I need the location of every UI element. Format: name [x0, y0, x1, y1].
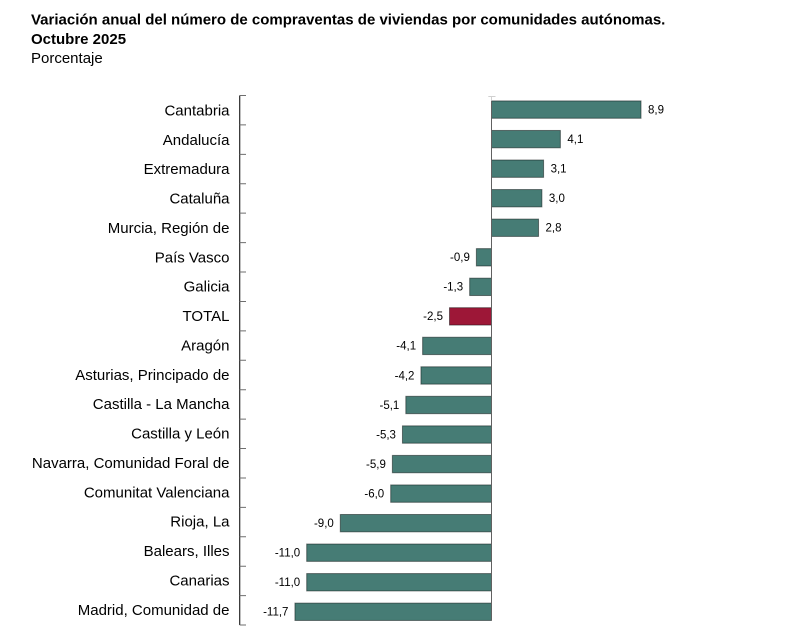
- svg-text:-2,5: -2,5: [423, 311, 443, 323]
- svg-text:-11,0: -11,0: [275, 577, 300, 589]
- svg-text:Madrid, Comunidad de: Madrid, Comunidad de: [78, 602, 230, 619]
- svg-text:Balears, Illes: Balears, Illes: [144, 543, 230, 560]
- svg-text:4,1: 4,1: [567, 134, 583, 146]
- svg-text:Octubre 2025: Octubre 2025: [31, 31, 126, 48]
- svg-text:Castilla - La Mancha: Castilla - La Mancha: [93, 396, 230, 413]
- svg-text:Andalucía: Andalucía: [163, 132, 230, 149]
- svg-text:-4,2: -4,2: [395, 370, 415, 382]
- svg-text:-5,1: -5,1: [379, 400, 399, 412]
- svg-text:Variación anual del número de: Variación anual del número de compravent…: [31, 12, 665, 29]
- svg-text:2,8: 2,8: [546, 223, 562, 235]
- svg-text:Porcentaje: Porcentaje: [31, 50, 103, 67]
- svg-text:TOTAL: TOTAL: [183, 308, 230, 325]
- svg-text:Asturias, Principado de: Asturias, Principado de: [75, 367, 229, 384]
- svg-text:Murcia, Región de: Murcia, Región de: [108, 220, 230, 237]
- svg-text:Canarias: Canarias: [169, 572, 229, 589]
- svg-text:-5,9: -5,9: [366, 459, 386, 471]
- svg-text:3,0: 3,0: [549, 193, 565, 205]
- svg-text:Cantabria: Cantabria: [164, 102, 230, 119]
- svg-text:-11,7: -11,7: [263, 607, 288, 619]
- svg-text:-1,3: -1,3: [443, 282, 463, 294]
- svg-text:-6,0: -6,0: [364, 488, 384, 500]
- svg-text:-4,1: -4,1: [396, 341, 416, 353]
- svg-text:-9,0: -9,0: [314, 518, 334, 530]
- svg-text:Castilla y León: Castilla y León: [131, 426, 229, 443]
- svg-text:Cataluña: Cataluña: [169, 191, 230, 208]
- svg-text:Aragón: Aragón: [181, 337, 229, 354]
- svg-text:País Vasco: País Vasco: [155, 249, 230, 266]
- svg-text:Galicia: Galicia: [184, 279, 231, 296]
- svg-text:-0,9: -0,9: [450, 252, 470, 264]
- svg-text:8,9: 8,9: [648, 104, 664, 116]
- svg-text:3,1: 3,1: [551, 163, 567, 175]
- svg-text:Rioja, La: Rioja, La: [170, 514, 230, 531]
- svg-text:-11,0: -11,0: [275, 548, 300, 560]
- svg-text:Navarra, Comunidad Foral de: Navarra, Comunidad Foral de: [32, 455, 230, 472]
- svg-text:Extremadura: Extremadura: [144, 161, 231, 178]
- svg-text:Comunitat Valenciana: Comunitat Valenciana: [84, 484, 230, 501]
- svg-text:-5,3: -5,3: [376, 429, 396, 441]
